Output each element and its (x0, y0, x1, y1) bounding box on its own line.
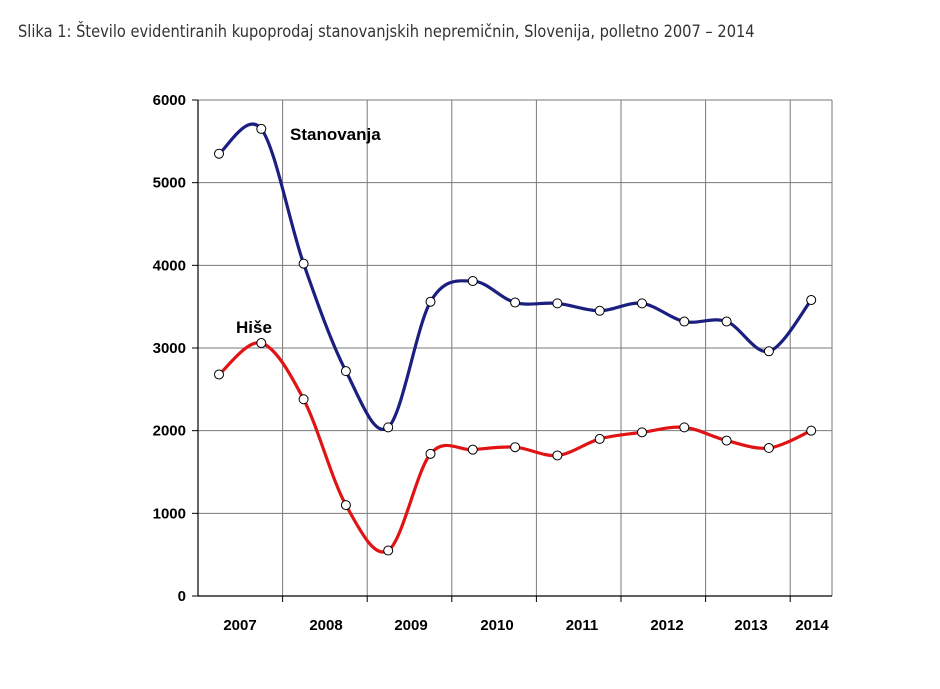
data-point (806, 295, 817, 306)
data-point (637, 298, 647, 309)
y-axis-tick-labels: 0 1000 2000 3000 4000 5000 6000 (153, 92, 186, 605)
y-tick-label: 3000 (153, 340, 186, 357)
y-tick-label: 1000 (153, 505, 186, 522)
chart-grid (198, 99, 832, 596)
data-point (679, 422, 690, 433)
x-axis-tick-labels: 2007 2008 2009 2010 2011 2012 2013 2014 (223, 617, 829, 634)
data-point (721, 435, 732, 446)
series-line-stanovanja (217, 122, 813, 431)
data-point (425, 448, 436, 459)
series-label: Hiše (236, 318, 272, 337)
x-tick-label: 2010 (480, 617, 513, 634)
y-tick-label: 0 (178, 588, 186, 605)
data-point (425, 296, 436, 307)
data-point (340, 500, 351, 511)
data-point (214, 369, 224, 380)
data-point (637, 427, 647, 438)
data-point (383, 422, 394, 433)
data-point (552, 298, 563, 309)
data-point (467, 276, 478, 287)
data-point (256, 338, 267, 349)
data-point (721, 316, 732, 327)
data-point (806, 425, 817, 436)
x-tick-label: 2008 (309, 617, 342, 634)
data-point (298, 258, 309, 269)
data-point (679, 316, 690, 327)
data-point (340, 366, 351, 377)
y-tick-label: 2000 (153, 423, 186, 440)
series-line-hise (217, 341, 812, 554)
data-point (552, 450, 563, 461)
series-label: Stanovanja (290, 125, 381, 144)
data-point (467, 444, 478, 455)
data-point (763, 443, 774, 454)
data-point (594, 305, 605, 316)
x-tick-label: 2014 (795, 617, 829, 634)
x-tick-label: 2007 (223, 617, 256, 634)
x-tick-label: 2013 (734, 617, 767, 634)
data-point (298, 394, 309, 405)
x-tick-label: 2011 (566, 617, 599, 634)
series-points (214, 123, 817, 556)
y-tick-label: 5000 (153, 175, 186, 192)
series-lines (217, 122, 813, 554)
data-point (510, 442, 521, 453)
series-labels: Stanovanja Hiše (236, 125, 381, 337)
x-tick-label: 2012 (650, 617, 683, 634)
data-point (594, 433, 605, 444)
data-point (256, 123, 267, 134)
data-point (510, 297, 521, 308)
figure-caption: Slika 1: Število evidentiranih kupoproda… (18, 22, 755, 42)
data-point (763, 346, 774, 357)
data-point (383, 545, 394, 556)
y-tick-label: 6000 (153, 92, 186, 109)
y-tick-label: 4000 (153, 257, 186, 274)
data-point (214, 148, 224, 159)
chart-axes (192, 99, 833, 602)
x-tick-label: 2009 (394, 617, 427, 634)
